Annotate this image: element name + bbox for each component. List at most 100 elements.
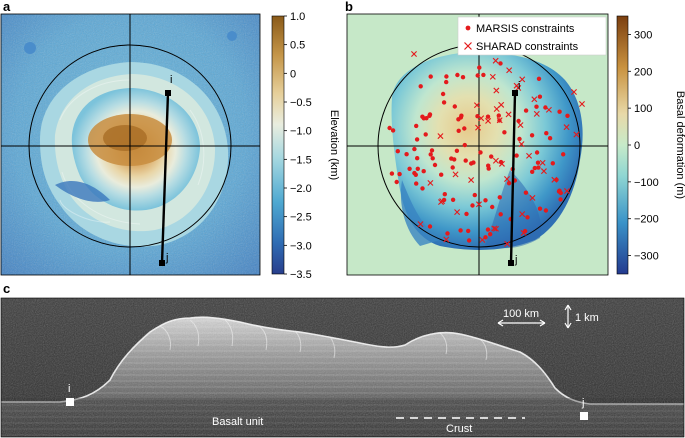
marsis-marker [463,158,468,163]
colorbar-b: 300 200 100 0 −100 −200 −300 Basal deformation… [616,15,685,275]
marsis-marker [498,61,503,66]
sharad-marker [493,87,500,94]
marsis-marker [456,117,461,122]
marsis-marker [407,166,412,171]
sharad-marker [439,198,446,205]
marsis-marker [489,154,494,159]
marker-i-label: i [68,383,70,395]
profile-end-label-b: j [514,254,517,266]
marsis-marker [517,136,522,142]
marsis-marker [430,156,435,161]
marsis-marker [536,76,542,82]
colorbar-a-tick: −1.5 [290,154,312,166]
marsis-marker [454,148,460,153]
sharad-marker [579,101,585,107]
marsis-marker [404,152,409,157]
marsis-marker [543,105,548,110]
marsis-marker [418,84,423,89]
colorbar-a-tick: −0.5 [290,97,312,109]
marker-i [66,398,74,406]
marsis-marker [498,212,503,217]
panel-c-label: c [3,281,10,296]
marsis-marker [523,190,529,195]
colorbar-b-tick: 0 [634,140,640,152]
colorbar-a-tick: 1.0 [290,11,305,23]
marsis-marker [458,228,463,233]
marsis-marker [496,113,501,118]
colorbar-a-tick: −3.5 [290,269,312,281]
marsis-marker [440,91,446,97]
scale-bar-vertical: 1 km [564,304,599,329]
sharad-marker [506,67,513,74]
marsis-marker [535,160,541,165]
colorbar-b-tick: −100 [634,177,659,189]
sharad-marker [518,141,525,148]
sharad-marker [533,110,540,117]
marsis-marker [427,224,433,229]
marsis-marker [444,79,449,85]
colorbar-a: 1.0 0.5 0 −0.5 −1.0 −1.5 −2.0 −2.5 −3.0 −3.5 Elev… [271,11,340,281]
marsis-marker [432,162,438,168]
sharad-marker [573,131,580,138]
sharad-marker [478,115,485,122]
marsis-marker [428,152,433,157]
basalt-unit-label: Basalt unit [212,416,263,428]
sharad-marker [492,157,499,164]
marsis-marker [421,169,426,174]
marsis-marker [427,113,432,119]
marsis-marker [414,137,420,142]
marsis-marker [525,215,530,220]
sharad-marker [531,96,538,103]
marsis-marker [478,150,483,155]
marsis-marker [565,113,570,119]
marsis-marker [485,227,491,232]
sharad-marker [485,117,492,124]
marsis-marker [537,206,543,211]
colorbar-b-tick: 100 [634,103,652,115]
sharad-marker [475,124,482,131]
panel-b: b i j MARSIS constraints SHARAD constrai… [345,0,685,276]
marsis-marker [450,165,455,170]
sharad-marker [491,225,498,232]
marsis-marker [394,179,399,185]
marsis-marker [429,148,435,153]
marsis-marker [475,114,480,119]
sharad-marker [493,106,500,112]
colorbar-a-tick: 0 [290,68,296,80]
profile-line-a [160,92,170,264]
profile-start-label-a: i [170,74,172,86]
marsis-marker [543,208,549,213]
sharad-marker [505,111,512,118]
sharad-marker [468,177,475,184]
sharad-marker [443,236,450,243]
marsis-marker [455,72,460,78]
marsis-marker [490,204,495,210]
marsis-marker [412,146,417,152]
marsis-marker [497,195,502,200]
sharad-marker [427,179,434,186]
marsis-marker [452,157,457,162]
marsis-marker [557,188,562,193]
sharad-marker [452,171,459,178]
marsis-marker [464,211,469,217]
marsis-marker [475,73,480,78]
profile-line-b [509,92,517,264]
sharad-marker [492,57,499,64]
colorbar-a-tick: −1.0 [290,126,312,138]
marsis-marker [502,130,507,135]
marsis-marker [441,100,447,105]
marsis-marker [523,108,529,113]
crust-label: Crust [446,423,472,435]
sharad-marker [492,225,499,232]
colorbar-a-tick: −2.5 [290,212,312,224]
marsis-marker [420,186,425,191]
marsis-marker [534,104,539,109]
marsis-marker [423,132,428,137]
marsis-marker [466,238,472,243]
panel-c: c 100 km [0,281,685,438]
marker-j-label: j [581,397,584,409]
legend-sharad-label: SHARAD constraints [476,41,579,53]
marsis-marker [481,72,486,78]
colorbar-a-tick: −2.0 [290,183,312,195]
